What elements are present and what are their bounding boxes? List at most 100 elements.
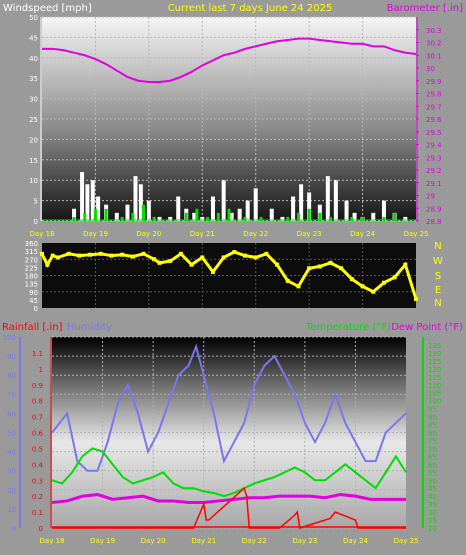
wind-direction-point xyxy=(403,262,408,267)
windspeed-bar xyxy=(253,188,258,221)
gust-bar xyxy=(142,204,146,221)
gust-bar xyxy=(206,216,210,221)
temperature-tick-label: 105 xyxy=(428,390,441,398)
rainfall-tick-label: 1.1 xyxy=(32,350,43,358)
rainfall-tick-label: 0 xyxy=(39,525,43,533)
windspeed-bar xyxy=(352,212,357,221)
barometer-tick-label: 29.4 xyxy=(426,142,442,150)
windspeed-bar xyxy=(72,208,77,221)
gust-bar xyxy=(184,212,188,221)
windspeed-bar xyxy=(371,212,376,221)
gust-bar xyxy=(318,212,322,221)
rainfall-tick-label: 0.7 xyxy=(32,414,43,422)
barometer-tick-label: 29.7 xyxy=(426,103,442,111)
humidity-tick-label: 40 xyxy=(7,449,16,457)
humidity-tick-label: 10 xyxy=(7,506,16,514)
windspeed-tick-label: 10 xyxy=(29,177,38,185)
barometer-tick-label: 29.1 xyxy=(426,180,442,188)
windspeed-bar xyxy=(403,216,408,221)
wind-direction-point xyxy=(253,255,258,260)
wind-direction-point xyxy=(392,275,397,280)
wind-direction-point xyxy=(45,262,50,267)
barometer-tick-label: 30 xyxy=(426,65,435,73)
direction-tick-label: 270 xyxy=(25,256,38,264)
wind-direction-point xyxy=(221,255,226,260)
rainfall-tick-label: 0.1 xyxy=(32,509,43,517)
windspeed-tick-label: 45 xyxy=(29,34,38,42)
windspeed-bar xyxy=(245,200,250,221)
humidity-tick-label: 50 xyxy=(7,430,16,438)
temperature-tick-label: 75 xyxy=(428,437,437,445)
humidity-line xyxy=(51,343,407,472)
wind-direction-point xyxy=(381,280,386,285)
wind-direction-point xyxy=(349,277,354,282)
windspeed-tick-label: 15 xyxy=(29,157,38,165)
barometer-tick-label: 30.2 xyxy=(426,40,442,48)
x-tick-label: Day 19 xyxy=(90,537,115,545)
humidity-tick-label: 90 xyxy=(7,353,16,361)
wind-direction-point xyxy=(285,278,290,283)
gust-bar xyxy=(195,208,199,221)
barometer-tick-label: 30.3 xyxy=(426,27,442,35)
gust-bar xyxy=(72,216,76,221)
gust-bar xyxy=(120,216,124,221)
gust-bar xyxy=(131,212,135,221)
temperature-tick-label: 60 xyxy=(428,461,437,469)
temperature-tick-label: 120 xyxy=(428,366,441,374)
wind-direction-point xyxy=(360,284,365,289)
direction-tick-label: 360 xyxy=(25,240,38,248)
wind-direction-point xyxy=(200,255,205,260)
windspeed-bar xyxy=(221,180,226,221)
windspeed-bar xyxy=(344,200,349,221)
direction-tick-label: 180 xyxy=(25,273,38,281)
direction-tick-label: 45 xyxy=(29,297,38,305)
windspeed-bar xyxy=(138,184,143,221)
gust-bar xyxy=(382,216,386,221)
barometer-tick-label: 30.1 xyxy=(426,52,442,60)
wind-direction-point xyxy=(157,260,162,265)
direction-tick-label: 315 xyxy=(25,248,38,256)
gust-bar xyxy=(216,212,220,221)
barometer-tick-label: 29.5 xyxy=(426,129,442,137)
temperature-tick-label: 40 xyxy=(428,493,437,501)
temperature-tick-label: 100 xyxy=(428,398,441,406)
wind-direction-point xyxy=(98,251,103,256)
compass-label: S xyxy=(435,271,441,282)
gust-bar xyxy=(393,212,397,221)
x-tick-label: Day 22 xyxy=(243,230,268,238)
x-tick-label: Day 25 xyxy=(394,537,419,545)
humidity-tick-label: 20 xyxy=(7,487,16,495)
gust-bar xyxy=(350,216,354,221)
humidity-tick-label: 0 xyxy=(12,525,16,533)
barometer-tick-label: 29.6 xyxy=(426,116,442,124)
windspeed-bar xyxy=(114,212,119,221)
temperature-axis-title: Temperature (°F) xyxy=(305,322,391,333)
temperature-tick-label: 20 xyxy=(428,525,437,533)
x-tick-label: Day 19 xyxy=(83,230,108,238)
barometer-tick-label: 29 xyxy=(426,193,435,201)
compass-label: N xyxy=(434,298,441,309)
windspeed-bar xyxy=(157,216,162,221)
rainfall-tick-label: 0.6 xyxy=(32,430,44,438)
windspeed-bar xyxy=(307,192,312,221)
windspeed-bar xyxy=(325,176,330,221)
windspeed-bar xyxy=(333,180,338,221)
temperature-tick-label: 115 xyxy=(428,374,441,382)
temperature-tick-label: 135 xyxy=(428,342,441,350)
windspeed-bar xyxy=(210,196,215,221)
wind-direction-point xyxy=(232,250,237,255)
wind-direction-point xyxy=(307,266,312,271)
windspeed-tick-label: 0 xyxy=(34,218,38,226)
windspeed-bar xyxy=(80,172,85,221)
dewpoint-axis-title: Dew Point (°F) xyxy=(391,322,463,333)
windspeed-axis-title: Windspeed [mph] xyxy=(3,3,92,14)
temperature-tick-label: 80 xyxy=(428,430,437,438)
wind-direction-point xyxy=(243,253,248,258)
barometer-line xyxy=(42,37,417,84)
direction-tick-label: 135 xyxy=(25,281,38,289)
windspeed-bar xyxy=(200,216,205,221)
wind-direction-point xyxy=(275,262,280,267)
temperature-tick-label: 85 xyxy=(428,422,437,430)
gust-bar xyxy=(93,208,97,221)
gust-bar xyxy=(227,208,231,221)
